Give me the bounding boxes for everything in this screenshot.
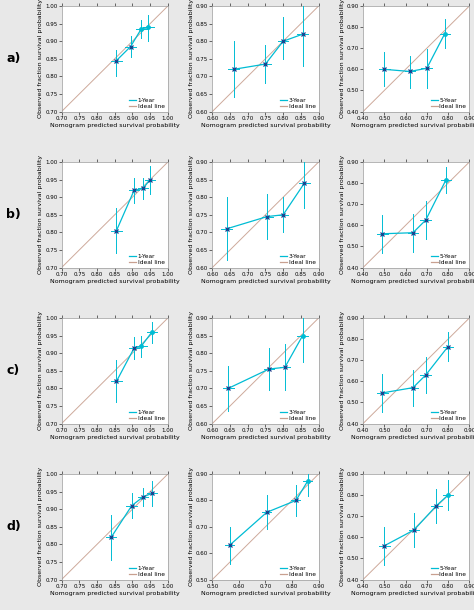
X-axis label: Nomogram predicted survival probability: Nomogram predicted survival probability (351, 435, 474, 440)
Legend: 1-Year, Ideal line: 1-Year, Ideal line (128, 564, 166, 578)
X-axis label: Nomogram predicted survival probability: Nomogram predicted survival probability (201, 435, 330, 440)
X-axis label: Nomogram predicted survival probability: Nomogram predicted survival probability (50, 590, 180, 596)
X-axis label: Nomogram predicted survival probability: Nomogram predicted survival probability (351, 279, 474, 284)
Y-axis label: Observed fraction survival probability: Observed fraction survival probability (38, 311, 43, 431)
Y-axis label: Observed fraction survival probability: Observed fraction survival probability (38, 155, 43, 274)
Y-axis label: Observed fraction survival probability: Observed fraction survival probability (38, 467, 43, 586)
Text: c): c) (7, 364, 19, 378)
Y-axis label: Observed fraction survival probability: Observed fraction survival probability (189, 155, 194, 274)
Legend: 1-Year, Ideal line: 1-Year, Ideal line (128, 253, 166, 266)
Legend: 3-Year, Ideal line: 3-Year, Ideal line (279, 96, 317, 110)
Y-axis label: Observed fraction survival probability: Observed fraction survival probability (339, 0, 345, 118)
Text: a): a) (7, 52, 21, 65)
X-axis label: Nomogram predicted survival probability: Nomogram predicted survival probability (50, 435, 180, 440)
X-axis label: Nomogram predicted survival probability: Nomogram predicted survival probability (351, 123, 474, 127)
Legend: 3-Year, Ideal line: 3-Year, Ideal line (279, 564, 317, 578)
Legend: 1-Year, Ideal line: 1-Year, Ideal line (128, 408, 166, 422)
Legend: 5-Year, Ideal line: 5-Year, Ideal line (429, 564, 467, 578)
Y-axis label: Observed fraction survival probability: Observed fraction survival probability (189, 0, 194, 118)
X-axis label: Nomogram predicted survival probability: Nomogram predicted survival probability (50, 279, 180, 284)
Legend: 3-Year, Ideal line: 3-Year, Ideal line (279, 253, 317, 266)
Legend: 5-Year, Ideal line: 5-Year, Ideal line (429, 253, 467, 266)
X-axis label: Nomogram predicted survival probability: Nomogram predicted survival probability (351, 590, 474, 596)
Y-axis label: Observed fraction survival probability: Observed fraction survival probability (189, 467, 194, 586)
X-axis label: Nomogram predicted survival probability: Nomogram predicted survival probability (50, 123, 180, 127)
X-axis label: Nomogram predicted survival probability: Nomogram predicted survival probability (201, 123, 330, 127)
Y-axis label: Observed fraction survival probability: Observed fraction survival probability (339, 311, 345, 431)
Y-axis label: Observed fraction survival probability: Observed fraction survival probability (339, 155, 345, 274)
Legend: 5-Year, Ideal line: 5-Year, Ideal line (429, 96, 467, 110)
Text: b): b) (7, 208, 21, 221)
Y-axis label: Observed fraction survival probability: Observed fraction survival probability (339, 467, 345, 586)
X-axis label: Nomogram predicted survival probability: Nomogram predicted survival probability (201, 590, 330, 596)
Text: d): d) (7, 520, 21, 533)
Legend: 5-Year, Ideal line: 5-Year, Ideal line (429, 408, 467, 422)
Legend: 1-Year, Ideal line: 1-Year, Ideal line (128, 96, 166, 110)
Legend: 3-Year, Ideal line: 3-Year, Ideal line (279, 408, 317, 422)
X-axis label: Nomogram predicted survival probability: Nomogram predicted survival probability (201, 279, 330, 284)
Y-axis label: Observed fraction survival probability: Observed fraction survival probability (38, 0, 43, 118)
Y-axis label: Observed fraction survival probability: Observed fraction survival probability (189, 311, 194, 431)
